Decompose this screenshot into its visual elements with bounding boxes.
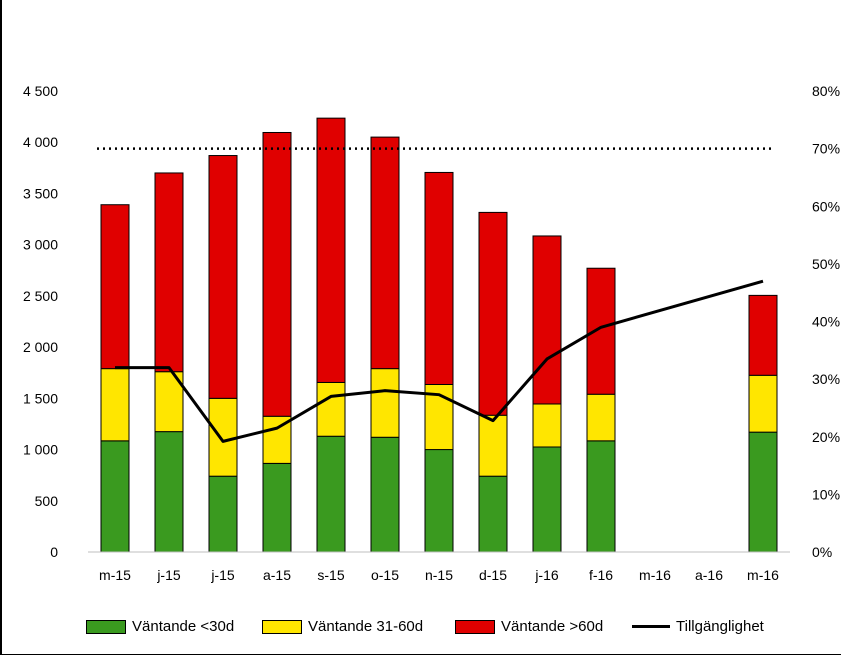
x-tick-label: d-15	[479, 567, 507, 583]
bar-segment	[208, 475, 238, 553]
legend-label: Väntande 31-60d	[308, 618, 424, 635]
bar-segment	[316, 435, 346, 553]
y-right-tick-label: 50%	[812, 256, 840, 272]
legend-item-under-30d: Väntande <30d	[86, 618, 234, 635]
bar-segment	[586, 267, 616, 395]
bar-segment	[586, 440, 616, 553]
y-left-tick-label: 500	[35, 493, 59, 509]
y-left-tick-label: 4 000	[23, 134, 58, 150]
x-tick-label: m-16	[639, 567, 671, 583]
y-right-tick-label: 30%	[812, 371, 840, 387]
y-left-tick-label: 3 500	[23, 185, 58, 201]
bar-segment	[316, 381, 346, 437]
bar-segment	[532, 235, 562, 405]
bar-segment	[262, 131, 292, 417]
y-right-tick-label: 80%	[812, 83, 840, 99]
y-left-axis-labels: 0 500 1 000 1 500 2 000 2 500 3 000 3 500 4 000 4…	[23, 83, 58, 560]
bar-segment	[100, 368, 130, 442]
bar-segment	[748, 294, 778, 376]
x-tick-label: n-15	[425, 567, 453, 583]
bar-segment	[532, 403, 562, 448]
x-tick-label: j-15	[156, 567, 181, 583]
bar-segment	[748, 374, 778, 433]
bar-segment	[316, 117, 346, 383]
legend-swatch-green	[86, 619, 126, 634]
y-right-tick-label: 60%	[812, 198, 840, 214]
bar-segment	[262, 462, 292, 553]
bar-segment	[586, 393, 616, 442]
bar-segment	[478, 475, 508, 553]
y-right-axis-labels: 0% 10% 20% 30% 40% 50% 60% 70% 80%	[812, 83, 840, 560]
bars	[100, 117, 778, 553]
legend-swatch-red	[455, 619, 495, 634]
y-left-tick-label: 0	[50, 544, 58, 560]
y-left-tick-label: 1 000	[23, 442, 58, 458]
bar-segment	[100, 204, 130, 370]
y-right-tick-label: 70%	[812, 141, 840, 157]
legend: Väntande <30d Väntande 31-60d Väntande >…	[0, 612, 843, 642]
x-tick-label: a-16	[695, 567, 723, 583]
bar-segment	[154, 172, 184, 373]
legend-item-tillganglighet: Tillgänglighet	[632, 618, 764, 635]
legend-item-31-60d: Väntande 31-60d	[262, 618, 423, 635]
x-tick-label: s-15	[317, 567, 344, 583]
bar-segment	[100, 440, 130, 553]
bar-segment	[208, 397, 238, 477]
y-right-tick-label: 20%	[812, 429, 840, 445]
chart: 0 500 1 000 1 500 2 000 2 500 3 000 3 500 4 000 4…	[23, 83, 840, 583]
bar-segment	[478, 414, 508, 477]
y-right-tick-label: 0%	[812, 544, 832, 560]
x-tick-label: j-15	[210, 567, 235, 583]
legend-item-over-60d: Väntande >60d	[455, 618, 603, 635]
bar-segment	[478, 211, 508, 416]
x-axis-labels: m-15 j-15 j-15 a-15 s-15 o-15 n-15 d-15 j-16 f-16…	[99, 567, 779, 583]
y-left-tick-label: 2 500	[23, 288, 58, 304]
y-left-tick-label: 3 000	[23, 237, 58, 253]
legend-label: Väntande >60d	[501, 618, 604, 635]
x-tick-label: m-15	[99, 567, 131, 583]
bar-segment	[370, 436, 400, 553]
bar-segment	[154, 431, 184, 553]
y-right-tick-label: 10%	[812, 486, 840, 502]
legend-line-black	[632, 625, 670, 628]
y-left-tick-label: 4 500	[23, 83, 58, 99]
series-line-tillganglighet	[115, 279, 764, 443]
bar-segment	[208, 155, 238, 399]
bar-segment	[370, 368, 400, 438]
legend-label: Tillgänglighet	[676, 618, 764, 635]
bar-segment	[370, 136, 400, 370]
y-left-tick-label: 1 500	[23, 390, 58, 406]
bar-segment	[532, 446, 562, 553]
x-tick-label: o-15	[371, 567, 399, 583]
x-tick-label: a-15	[263, 567, 291, 583]
bar-segment	[748, 431, 778, 553]
x-tick-label: j-16	[534, 567, 559, 583]
y-left-tick-label: 2 000	[23, 339, 58, 355]
legend-swatch-yellow	[262, 619, 302, 634]
bar-segment	[424, 449, 454, 553]
x-tick-label: f-16	[589, 567, 613, 583]
legend-label: Väntande <30d	[132, 618, 235, 635]
x-tick-label: m-16	[747, 567, 779, 583]
bar-segment	[424, 384, 454, 451]
bar-segment	[424, 171, 454, 386]
y-right-tick-label: 40%	[812, 314, 840, 330]
